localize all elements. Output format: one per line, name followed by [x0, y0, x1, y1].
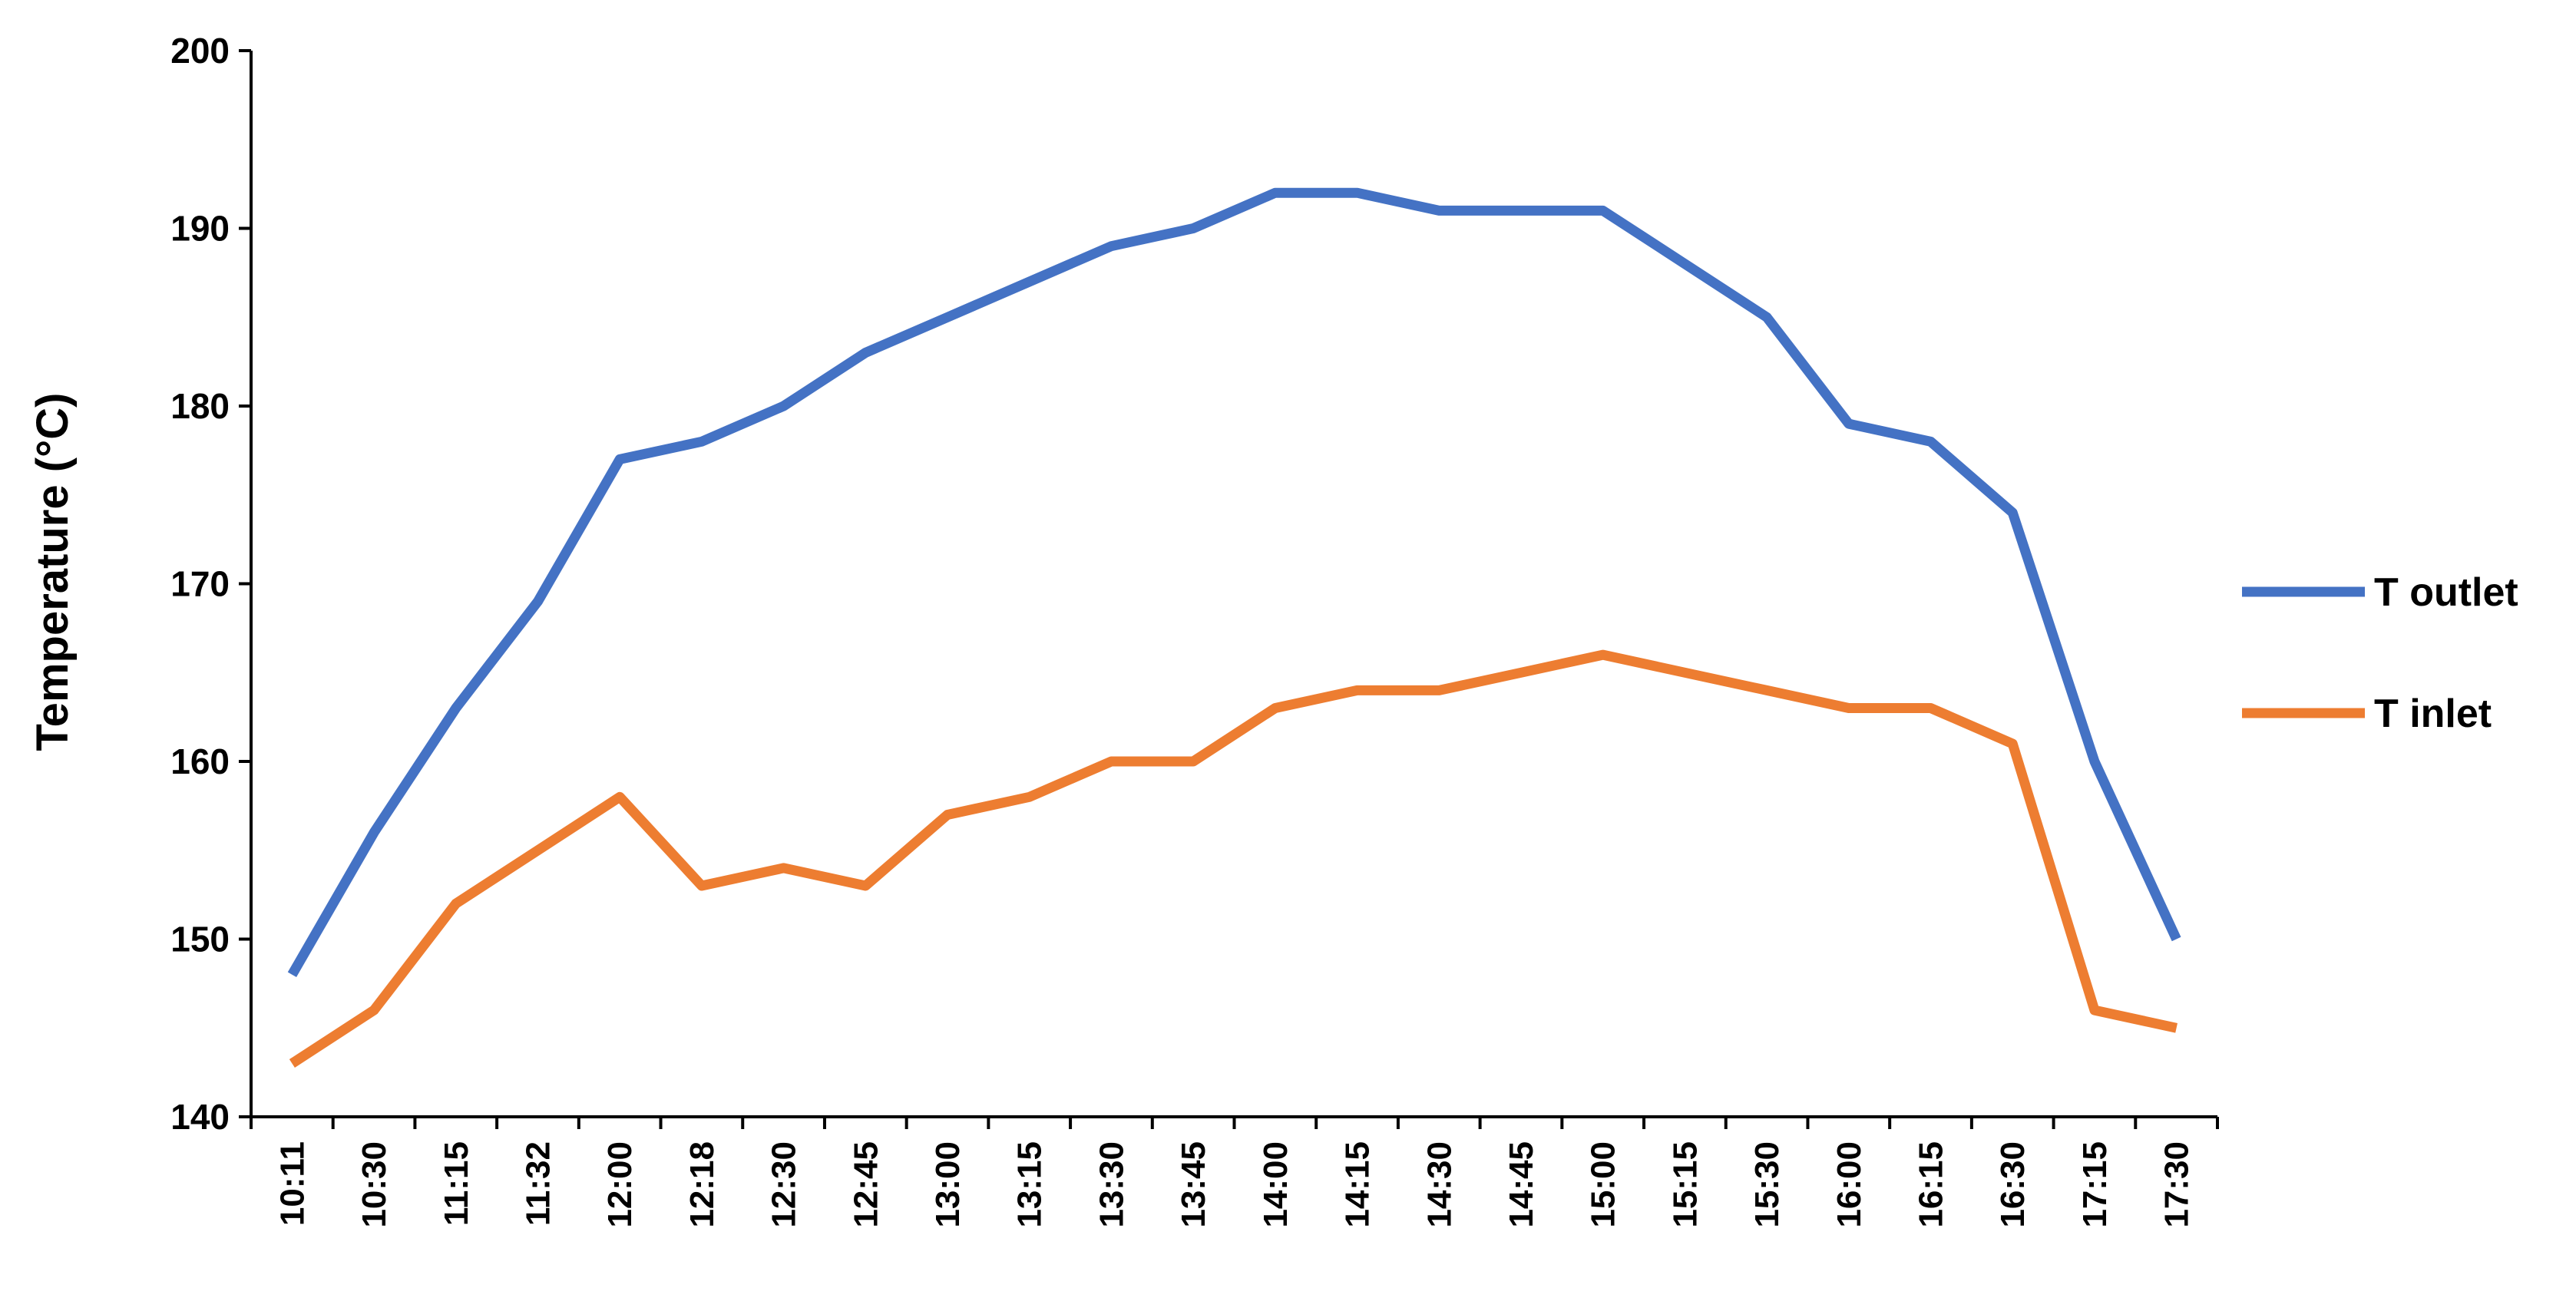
x-tick-label: 15:15: [1666, 1141, 1704, 1228]
x-tick-label: 16:15: [1913, 1141, 1950, 1228]
x-tick-label: 10:11: [273, 1141, 311, 1226]
x-tick-label: 14:00: [1257, 1141, 1295, 1228]
x-tick-label: 15:00: [1585, 1141, 1622, 1228]
series-line-1: [289, 649, 2178, 1068]
legend: T outlet T inlet: [2242, 570, 2518, 736]
y-tick-label: 150: [170, 920, 230, 959]
y-tick-label: 160: [170, 741, 230, 781]
x-tick-label: 17:15: [2076, 1141, 2114, 1228]
y-tick-label: 180: [170, 386, 230, 426]
x-tick-label: 13:45: [1175, 1141, 1212, 1228]
x-tick-label: 17:30: [2158, 1141, 2196, 1228]
series-line-0: [287, 187, 2181, 978]
x-tick-label: 12:00: [601, 1141, 639, 1228]
x-tick-label: 13:30: [1093, 1141, 1130, 1228]
y-tick-label: 200: [170, 31, 230, 71]
x-tick-label: 14:15: [1339, 1141, 1377, 1228]
x-tick-label: 16:00: [1830, 1141, 1868, 1228]
y-tick-label: 140: [170, 1097, 230, 1137]
legend-label-0: T outlet: [2374, 570, 2518, 615]
x-tick-label: 11:15: [438, 1141, 475, 1226]
y-tick-label: 190: [170, 209, 230, 249]
x-tick-label: 12:18: [683, 1141, 721, 1228]
x-tick-label: 13:00: [929, 1141, 967, 1228]
y-axis-title: Temperature (°C): [28, 393, 78, 751]
x-ticks: 10:11 10:30 11:15 11:32 12:00 12:18 12:30 12:45…: [250, 1117, 2219, 1228]
y-tick-label: 170: [170, 564, 230, 604]
x-tick-label: 14:45: [1503, 1141, 1540, 1228]
x-tick-label: 15:30: [1748, 1141, 1786, 1228]
x-tick-label: 12:30: [766, 1141, 803, 1228]
x-tick-label: 11:32: [519, 1141, 557, 1226]
legend-label-1: T inlet: [2374, 692, 2492, 736]
x-tick-label: 12:45: [847, 1141, 885, 1228]
x-tick-label: 13:15: [1011, 1141, 1049, 1228]
series-lines: [287, 187, 2181, 1068]
x-tick-label: 14:30: [1420, 1141, 1458, 1228]
y-ticks: 140 150 160 170 180 190 200: [170, 31, 251, 1137]
x-tick-label: 10:30: [355, 1141, 393, 1228]
x-tick-label: 16:30: [1994, 1141, 2032, 1228]
